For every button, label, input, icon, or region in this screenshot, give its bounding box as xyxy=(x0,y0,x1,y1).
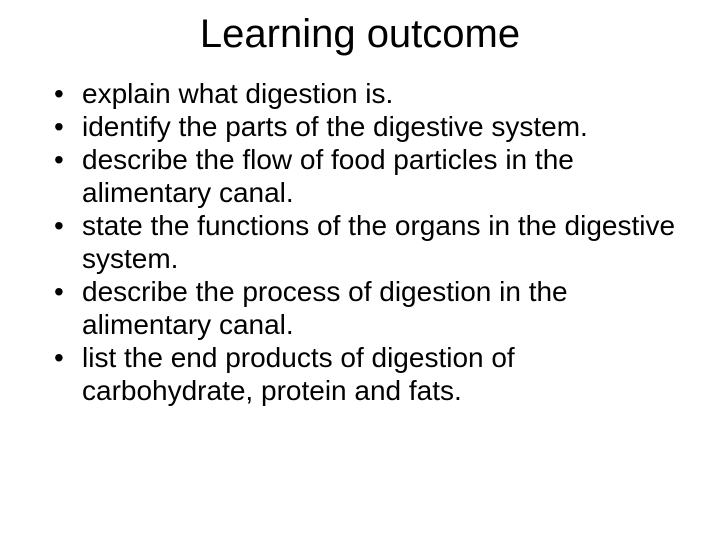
bullet-text: state the functions of the organs in the… xyxy=(82,210,675,274)
list-item: explain what digestion is. xyxy=(40,77,680,110)
bullet-text: explain what digestion is. xyxy=(82,78,393,109)
list-item: describe the process of digestion in the… xyxy=(40,275,680,341)
slide: Learning outcome explain what digestion … xyxy=(0,0,720,540)
bullet-text: list the end products of digestion of ca… xyxy=(82,342,515,406)
bullet-text: describe the flow of food particles in t… xyxy=(82,144,574,208)
bullet-list: explain what digestion is. identify the … xyxy=(40,77,680,407)
bullet-text: describe the process of digestion in the… xyxy=(82,276,568,340)
list-item: describe the flow of food particles in t… xyxy=(40,143,680,209)
list-item: identify the parts of the digestive syst… xyxy=(40,110,680,143)
bullet-text: identify the parts of the digestive syst… xyxy=(82,111,588,142)
list-item: state the functions of the organs in the… xyxy=(40,209,680,275)
list-item: list the end products of digestion of ca… xyxy=(40,341,680,407)
slide-title: Learning outcome xyxy=(40,12,680,57)
